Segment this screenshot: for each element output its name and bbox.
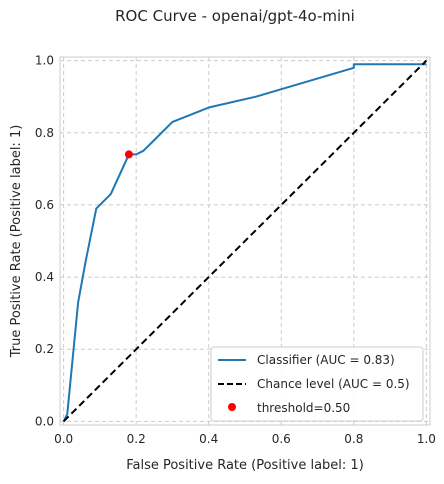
y-tick-label: 1.0 xyxy=(35,54,54,68)
axis-ticks: 0.0 0.2 0.4 0.6 0.8 1.0 0.0 0.2 0.4 0.6 0.8 1.0 xyxy=(35,54,436,446)
x-tick-label: 1.0 xyxy=(417,432,436,446)
classifier-roc-line xyxy=(62,63,427,422)
y-tick-label: 0.8 xyxy=(35,126,54,140)
chance-level-line xyxy=(62,59,428,423)
x-tick-label: 0.2 xyxy=(127,432,146,446)
threshold-point xyxy=(124,150,133,159)
y-axis-label: True Positive Rate (Positive label: 1) xyxy=(9,125,24,359)
x-axis-label: False Positive Rate (Positive label: 1) xyxy=(126,458,364,473)
x-tick-label: 0.4 xyxy=(199,432,218,446)
x-tick-label: 0.0 xyxy=(54,432,73,446)
x-tick-label: 0.6 xyxy=(272,432,291,446)
x-tick-label: 0.8 xyxy=(344,432,363,446)
legend-threshold-marker xyxy=(228,403,236,411)
y-tick-label: 0.2 xyxy=(35,342,54,356)
legend-threshold-label: threshold=0.50 xyxy=(257,401,350,415)
y-tick-label: 0.4 xyxy=(35,270,54,284)
legend-box xyxy=(210,346,424,422)
plot-frame xyxy=(59,56,431,426)
legend-classifier-label: Classifier (AUC = 0.83) xyxy=(257,353,395,367)
y-tick-label: 0.0 xyxy=(35,414,54,428)
legend: Classifier (AUC = 0.83) Chance level (AU… xyxy=(210,346,424,422)
y-tick-label: 0.6 xyxy=(35,198,54,212)
chart-title: ROC Curve - openai/gpt-4o-mini xyxy=(115,7,355,25)
plot-series xyxy=(62,59,428,423)
legend-chance-label: Chance level (AUC = 0.5) xyxy=(257,377,410,391)
